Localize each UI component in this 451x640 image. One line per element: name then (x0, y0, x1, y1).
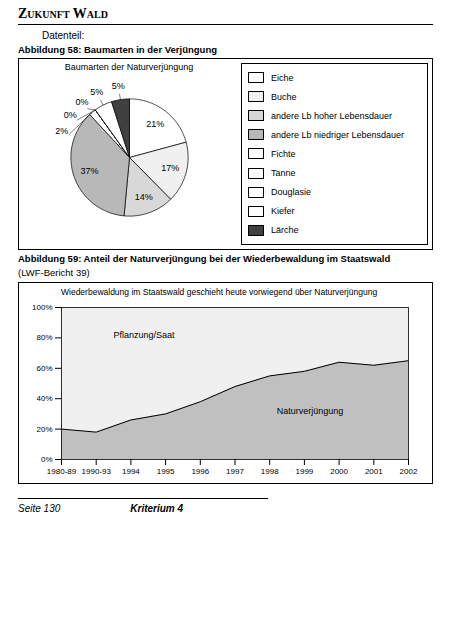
html-text:andere Lb hoher Lebensdauer: andere Lb hoher Lebensdauer (271, 110, 393, 121)
html-text:Seite 130: Seite 130 (18, 503, 61, 514)
svg-text:1996: 1996 (191, 467, 209, 476)
html-text:Buche: Buche (271, 91, 297, 102)
html-text:(LWF-Bericht 39): (LWF-Bericht 39) (18, 267, 90, 278)
svg-text:1990-93: 1990-93 (82, 467, 112, 476)
svg-text:37%: 37% (81, 166, 99, 176)
svg-text:5%: 5% (90, 87, 103, 97)
svg-text:2001: 2001 (365, 467, 383, 476)
html-text:Abbildung 58: Baumarten in der: Abbildung 58: Baumarten in der Verjüngun… (18, 44, 217, 55)
svg-text:21%: 21% (146, 119, 164, 129)
html-text:Baumarten der Naturverjüngung: Baumarten der Naturverjüngung (64, 62, 194, 72)
svg-text:80%: 80% (36, 333, 52, 342)
svg-text:2000: 2000 (330, 467, 348, 476)
svg-text:0%: 0% (41, 455, 53, 464)
svg-text:2%: 2% (55, 126, 68, 136)
svg-text:1994: 1994 (122, 467, 140, 476)
svg-text:20%: 20% (36, 425, 52, 434)
svg-text:1999: 1999 (296, 467, 314, 476)
svg-text:0%: 0% (64, 110, 77, 120)
svg-text:Naturverjüngung: Naturverjüngung (277, 406, 344, 416)
html-text:Kiefer: Kiefer (271, 206, 295, 217)
svg-text:60%: 60% (36, 364, 52, 373)
html-text:Lärche: Lärche (271, 225, 299, 236)
html-text:Fichte: Fichte (271, 149, 296, 159)
svg-text:1995: 1995 (157, 467, 175, 476)
svg-text:0%: 0% (76, 97, 89, 107)
svg-text:100%: 100% (32, 303, 52, 312)
svg-text:Pflanzung/Saat: Pflanzung/Saat (114, 330, 176, 340)
svg-text:1997: 1997 (226, 467, 244, 476)
svg-text:40%: 40% (36, 394, 52, 403)
svg-text:17%: 17% (161, 163, 179, 173)
svg-text:5%: 5% (112, 81, 125, 91)
svg-text:14%: 14% (135, 192, 153, 202)
html-text:Douglasie: Douglasie (271, 187, 311, 198)
html-text:Eiche: Eiche (271, 72, 294, 83)
html-text:Wiederbewaldung im Staatswald: Wiederbewaldung im Staatswald geschieht … (61, 287, 378, 297)
svg-text:1980-89: 1980-89 (47, 467, 77, 476)
html-text:Zukunft Wald: Zukunft Wald (18, 6, 108, 21)
html-text:Datenteil:: Datenteil: (42, 30, 85, 41)
html-text:Abbildung 59: Anteil der Natur: Abbildung 59: Anteil der Naturverjüngung… (18, 253, 391, 264)
svg-text:1998: 1998 (261, 467, 279, 476)
html-text:Tanne: Tanne (271, 168, 296, 179)
html-text:andere Lb niedriger Lebensdaue: andere Lb niedriger Lebensdauer (271, 129, 405, 140)
html-text:Kriterium 4: Kriterium 4 (130, 503, 184, 514)
svg-text:2002: 2002 (400, 467, 418, 476)
